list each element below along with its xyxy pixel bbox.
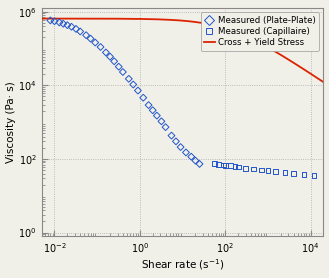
- Point: [92, 40, 98, 45]
- Point: [135, 88, 140, 93]
- Point: [88, 36, 93, 41]
- Point: [159, 119, 164, 123]
- Point: [163, 125, 168, 129]
- Point: [236, 165, 241, 169]
- Point: [52, 19, 57, 23]
- Point: [223, 163, 228, 168]
- Point: [65, 23, 70, 28]
- Point: [221, 163, 226, 167]
- Point: [140, 95, 146, 100]
- Point: [48, 18, 53, 23]
- Point: [116, 64, 121, 69]
- Point: [178, 145, 183, 149]
- Point: [173, 139, 179, 143]
- Point: [216, 162, 221, 167]
- Point: [131, 82, 136, 87]
- Point: [61, 21, 66, 26]
- Point: [250, 167, 256, 171]
- Point: [233, 164, 238, 169]
- Point: [98, 45, 103, 49]
- Point: [212, 161, 217, 166]
- Point: [183, 150, 189, 155]
- Point: [107, 54, 113, 59]
- Point: [291, 171, 296, 175]
- Point: [265, 168, 270, 173]
- X-axis label: Shear rate (s$^{-1}$): Shear rate (s$^{-1}$): [141, 258, 224, 272]
- Point: [301, 172, 307, 177]
- Y-axis label: Viscosity (Pa· s): Viscosity (Pa· s): [6, 81, 15, 163]
- Legend: Measured (Plate-Plate), Measured (Capillaire), Cross + Yield Stress: Measured (Plate-Plate), Measured (Capill…: [201, 12, 319, 51]
- Point: [112, 59, 117, 63]
- Point: [197, 162, 202, 166]
- Point: [169, 133, 174, 138]
- Point: [154, 113, 160, 118]
- Point: [189, 155, 194, 159]
- Point: [259, 168, 264, 172]
- Point: [146, 103, 151, 107]
- Point: [103, 50, 109, 55]
- Point: [311, 173, 316, 177]
- Point: [126, 77, 131, 81]
- Point: [150, 108, 155, 113]
- Point: [120, 70, 125, 74]
- Point: [243, 166, 248, 170]
- Point: [282, 170, 288, 175]
- Point: [73, 27, 79, 31]
- Point: [273, 169, 278, 173]
- Point: [78, 29, 83, 34]
- Point: [193, 158, 198, 163]
- Point: [84, 33, 89, 38]
- Point: [227, 163, 233, 168]
- Point: [69, 24, 74, 29]
- Point: [57, 20, 62, 25]
